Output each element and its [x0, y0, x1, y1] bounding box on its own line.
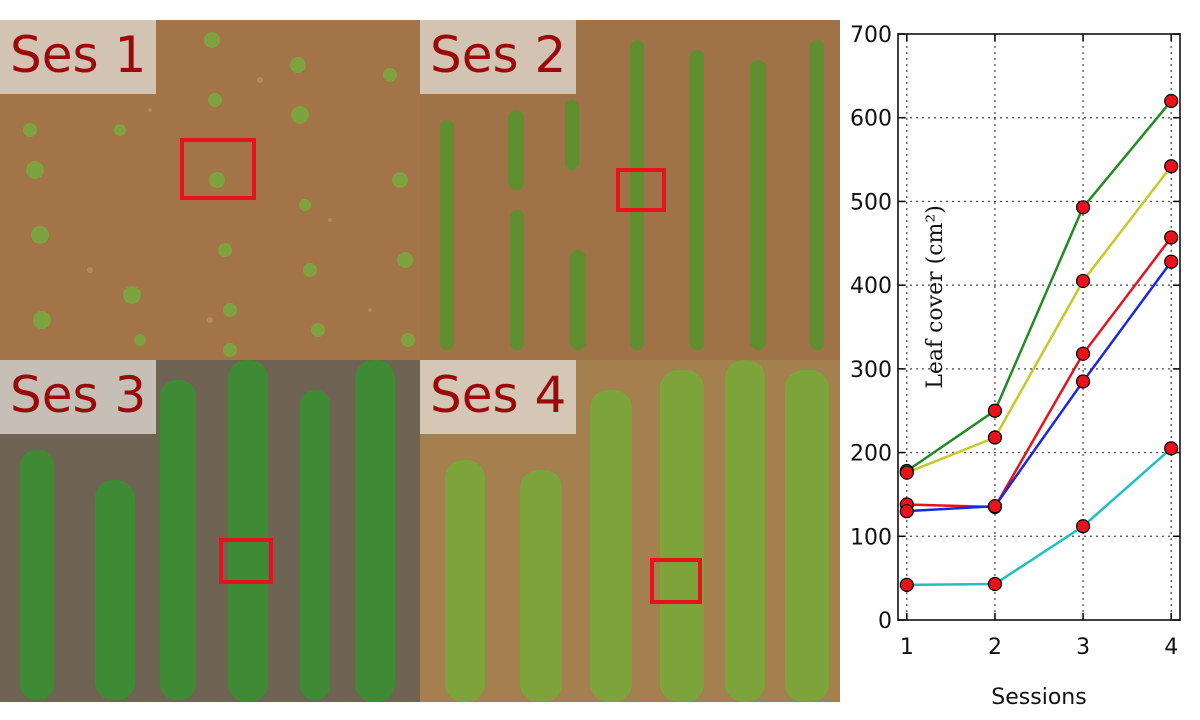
session-4-label: Ses 4 [420, 360, 577, 434]
y-tick-label: 100 [850, 525, 892, 550]
session-1-photo: Ses 1 [0, 20, 420, 360]
data-point [1075, 273, 1091, 289]
data-point [899, 504, 914, 519]
series-line [906, 260, 1173, 513]
data-point [899, 465, 914, 480]
y-tick-label: 400 [850, 274, 892, 299]
session-3-photo: Ses 3 [0, 360, 420, 702]
data-point [1075, 200, 1091, 215]
data-point [1075, 374, 1091, 389]
data-point [987, 576, 1003, 592]
session-1-label: Ses 1 [0, 20, 157, 94]
data-point [1164, 230, 1179, 245]
data-point [899, 577, 914, 592]
x-tick-label: 2 [988, 635, 1002, 660]
leaf-cover-chart: 0 100 200 300 400 500 600 700 1 2 3 4 Sessions Leaf c… [850, 10, 1200, 715]
series-line [906, 100, 1173, 473]
y-tick-label: 200 [850, 442, 892, 467]
chart-svg: 0 100 200 300 400 500 600 700 1 2 3 4 Sessions Leaf c… [850, 23, 1181, 710]
data-point [1164, 441, 1179, 456]
data-point [987, 430, 1003, 445]
data-point [987, 499, 1003, 514]
data-point [1164, 159, 1179, 174]
data-point [1075, 346, 1091, 361]
y-tick-label: 700 [850, 23, 892, 48]
session-2-photo: Ses 2 [420, 20, 840, 360]
y-tick-label: 600 [850, 107, 892, 132]
y-axis-label: Leaf cover (cm²) [923, 205, 948, 389]
series-line [906, 236, 1173, 509]
x-tick-label: 1 [900, 635, 914, 660]
series-line [906, 165, 1173, 474]
data-point [987, 403, 1003, 418]
x-tick-label: 4 [1164, 635, 1178, 660]
x-tick-label: 3 [1076, 635, 1090, 660]
data-point [1164, 93, 1179, 109]
plot-frame [897, 33, 1181, 621]
session-4-photo: Ses 4 [420, 360, 840, 702]
data-point [1164, 254, 1179, 269]
series-line [906, 447, 1173, 587]
plant-photo-grid: Ses 1 Ses 2 Ses 3 Ses 4 [0, 20, 840, 702]
data-point [1075, 519, 1091, 534]
y-tick-label: 500 [850, 190, 892, 215]
session-3-label: Ses 3 [0, 360, 157, 434]
y-tick-label: 0 [878, 609, 892, 634]
session-2-label: Ses 2 [420, 20, 577, 94]
x-axis-label: Sessions [991, 685, 1086, 710]
y-tick-label: 300 [850, 358, 892, 383]
